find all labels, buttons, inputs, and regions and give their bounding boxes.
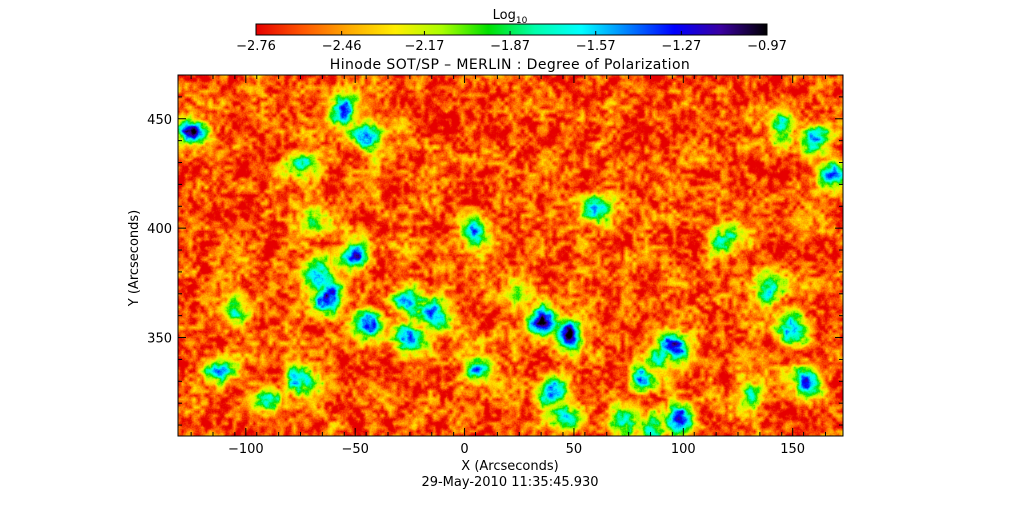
x-tick-label: 0	[460, 442, 468, 457]
colorbar-title: Log10	[493, 8, 528, 26]
timestamp: 29-May-2010 11:35:45.930	[421, 475, 598, 490]
x-tick-label: 100	[671, 442, 696, 457]
x-tick-label: 50	[566, 442, 583, 457]
colorbar-tick-label: −2.76	[236, 39, 276, 54]
x-axis: −100 −50 0 50 100 150	[190, 75, 826, 457]
colorbar-tick-label: −0.97	[747, 39, 787, 54]
colorbar-tick-label: −1.87	[490, 39, 530, 54]
colorbar	[255, 23, 768, 36]
x-tick-label: −100	[228, 442, 264, 457]
y-tick-label: 450	[147, 113, 172, 128]
colorbar-tick-label: −2.17	[405, 39, 445, 54]
colorbar-tick-label: −2.46	[322, 39, 362, 54]
y-tick-label: 400	[147, 222, 172, 237]
x-tick-label: −50	[341, 442, 368, 457]
x-tick-label: 150	[780, 442, 805, 457]
chart-title: Hinode SOT/SP – MERLIN : Degree of Polar…	[330, 57, 690, 73]
y-axis: 350 400 450	[147, 74, 843, 426]
x-axis-label: X (Arcseconds)	[461, 459, 558, 474]
plot-frame	[177, 74, 844, 437]
y-axis-label: Y (Arcseconds)	[127, 210, 142, 307]
colorbar-ticks: −2.76 −2.46 −2.17 −1.87 −1.57 −1.27 −0.97	[236, 31, 787, 54]
colorbar-tick-label: −1.27	[661, 39, 701, 54]
polarization-heatmap	[178, 75, 843, 436]
colorbar-tick-label: −1.57	[576, 39, 616, 54]
plot-area	[178, 75, 843, 436]
y-tick-label: 350	[147, 332, 172, 347]
